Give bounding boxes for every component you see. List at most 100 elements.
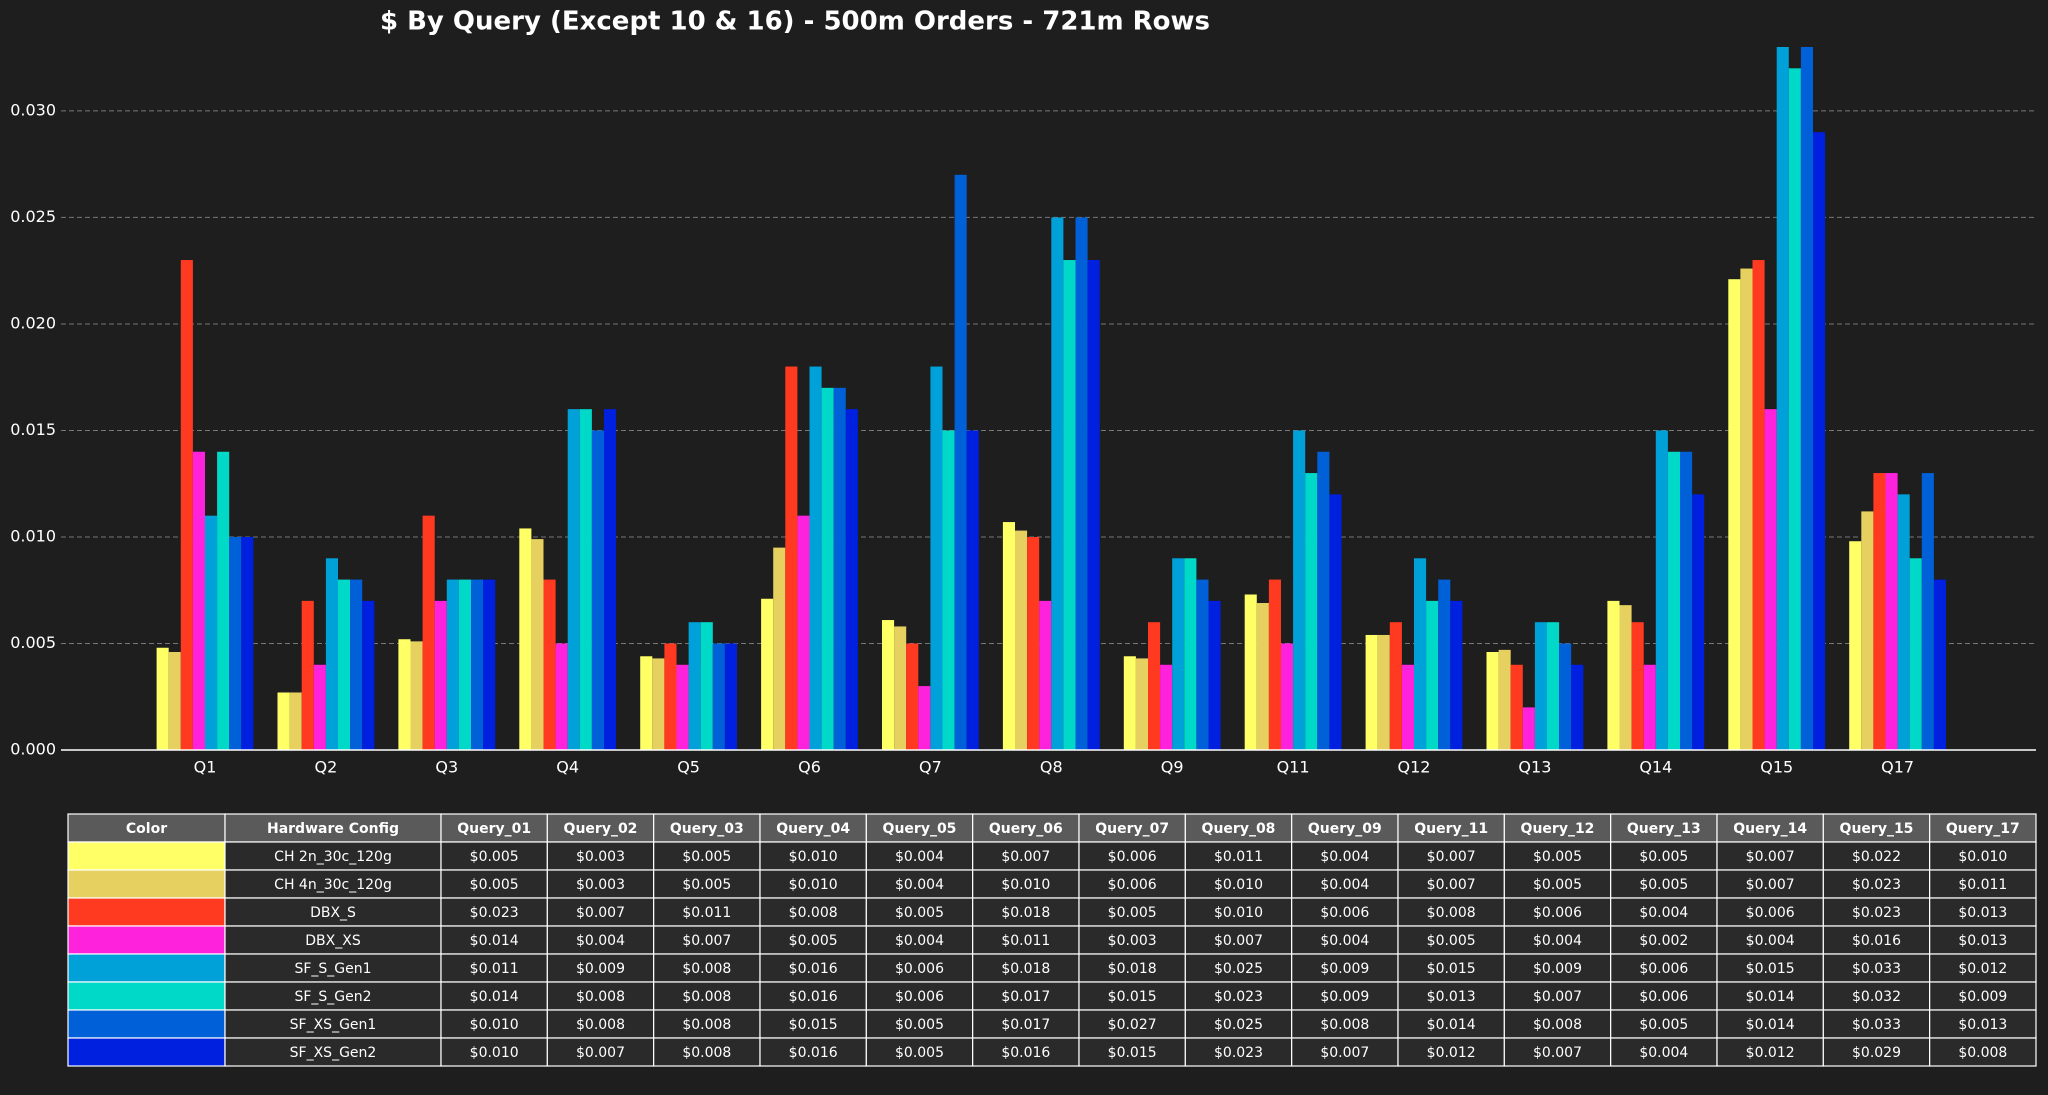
cell — [759, 925, 867, 955]
header-text: Query_12 — [1521, 821, 1595, 837]
cell-value: $0.016 — [1852, 933, 1901, 949]
bar — [1365, 634, 1378, 750]
color-swatch — [67, 925, 226, 955]
bar — [930, 366, 943, 750]
cell — [440, 1009, 548, 1039]
cell-value: $0.005 — [1108, 905, 1157, 921]
cell-value: $0.016 — [789, 1045, 838, 1061]
cell-value: $0.004 — [1639, 1045, 1688, 1061]
cell — [653, 869, 761, 899]
cell-value: $0.016 — [789, 989, 838, 1005]
bar — [1643, 664, 1656, 750]
cell — [224, 981, 442, 1011]
legend-label: CH 2n_30c_120g — [274, 849, 392, 865]
bar — [229, 536, 242, 750]
legend-label: DBX_S — [310, 905, 356, 921]
header-text: Query_11 — [1414, 821, 1488, 837]
bar — [1244, 594, 1257, 750]
cell-value: $0.010 — [1001, 877, 1050, 893]
bar — [942, 430, 955, 750]
cell-value: $0.004 — [895, 933, 944, 949]
bar — [1764, 409, 1777, 750]
bar — [1063, 260, 1076, 750]
x-tick-label: Q2 — [315, 758, 338, 777]
x-tick-label: Q4 — [556, 758, 579, 777]
cell — [1610, 953, 1718, 983]
cell-value: $0.010 — [1214, 905, 1263, 921]
bar — [1885, 473, 1898, 750]
header-text: Query_05 — [883, 821, 957, 837]
cell-value: $0.009 — [1533, 961, 1582, 977]
bar — [1571, 664, 1584, 750]
cell-value: $0.006 — [1639, 989, 1688, 1005]
cell — [1397, 1037, 1505, 1067]
bars — [156, 47, 1946, 750]
bar — [446, 579, 459, 750]
cell — [865, 925, 974, 955]
bar — [1329, 494, 1342, 750]
cell-value: $0.010 — [789, 877, 838, 893]
bar — [1849, 541, 1862, 750]
cell-value: $0.008 — [682, 961, 731, 977]
cell-value: $0.007 — [1320, 1045, 1369, 1061]
cell — [653, 925, 761, 955]
bar — [833, 387, 846, 750]
cell-value: $0.011 — [470, 961, 519, 977]
cell-value: $0.004 — [1320, 877, 1369, 893]
bar — [785, 366, 798, 750]
bar — [1123, 656, 1136, 750]
cell-value: $0.005 — [1639, 877, 1688, 893]
y-tick-label: 0.015 — [10, 420, 56, 439]
x-tick-label: Q15 — [1760, 758, 1793, 777]
bar — [664, 643, 677, 750]
bar — [1873, 473, 1886, 750]
bar — [1196, 579, 1209, 750]
bar — [1281, 643, 1294, 750]
cell — [1822, 1009, 1931, 1039]
bar — [168, 652, 181, 750]
header-cell — [1716, 813, 1824, 843]
cell-value: $0.017 — [1001, 989, 1050, 1005]
cell-value: $0.010 — [789, 849, 838, 865]
bar — [1655, 430, 1668, 750]
cell-value: $0.015 — [789, 1017, 838, 1033]
cell-value: $0.007 — [576, 1045, 625, 1061]
cell-value: $0.022 — [1852, 849, 1901, 865]
bar — [362, 600, 375, 750]
bar — [325, 558, 338, 750]
bar — [640, 656, 653, 750]
bar — [1305, 473, 1318, 750]
cell — [224, 897, 442, 927]
header-cell — [972, 813, 1080, 843]
y-tick-label: 0.005 — [10, 633, 56, 652]
color-swatch — [67, 897, 226, 927]
cell — [972, 1037, 1080, 1067]
bar — [676, 664, 689, 750]
header-cell — [1078, 813, 1186, 843]
cell-value: $0.005 — [1533, 849, 1582, 865]
cell-value: $0.006 — [1746, 905, 1795, 921]
cell-value: $0.004 — [1533, 933, 1582, 949]
bar — [954, 174, 967, 750]
cell-value: $0.004 — [1639, 905, 1688, 921]
bar — [1752, 260, 1765, 750]
cell — [1503, 1037, 1612, 1067]
header-text: Query_06 — [989, 821, 1063, 837]
cell-value: $0.007 — [1746, 877, 1795, 893]
color-swatch — [67, 981, 226, 1011]
bar — [519, 528, 532, 750]
cell — [1291, 1037, 1399, 1067]
cell — [759, 953, 867, 983]
x-tick-label: Q3 — [435, 758, 458, 777]
cell-value: $0.005 — [682, 849, 731, 865]
bar — [652, 658, 665, 750]
header-text: Query_08 — [1202, 821, 1276, 837]
cell-value: $0.016 — [789, 961, 838, 977]
bar — [289, 692, 302, 750]
cell-value: $0.023 — [470, 905, 519, 921]
cell — [972, 953, 1080, 983]
bar — [1414, 558, 1427, 750]
bar — [1172, 558, 1185, 750]
cell-value: $0.007 — [1533, 989, 1582, 1005]
cell-value: $0.006 — [895, 989, 944, 1005]
